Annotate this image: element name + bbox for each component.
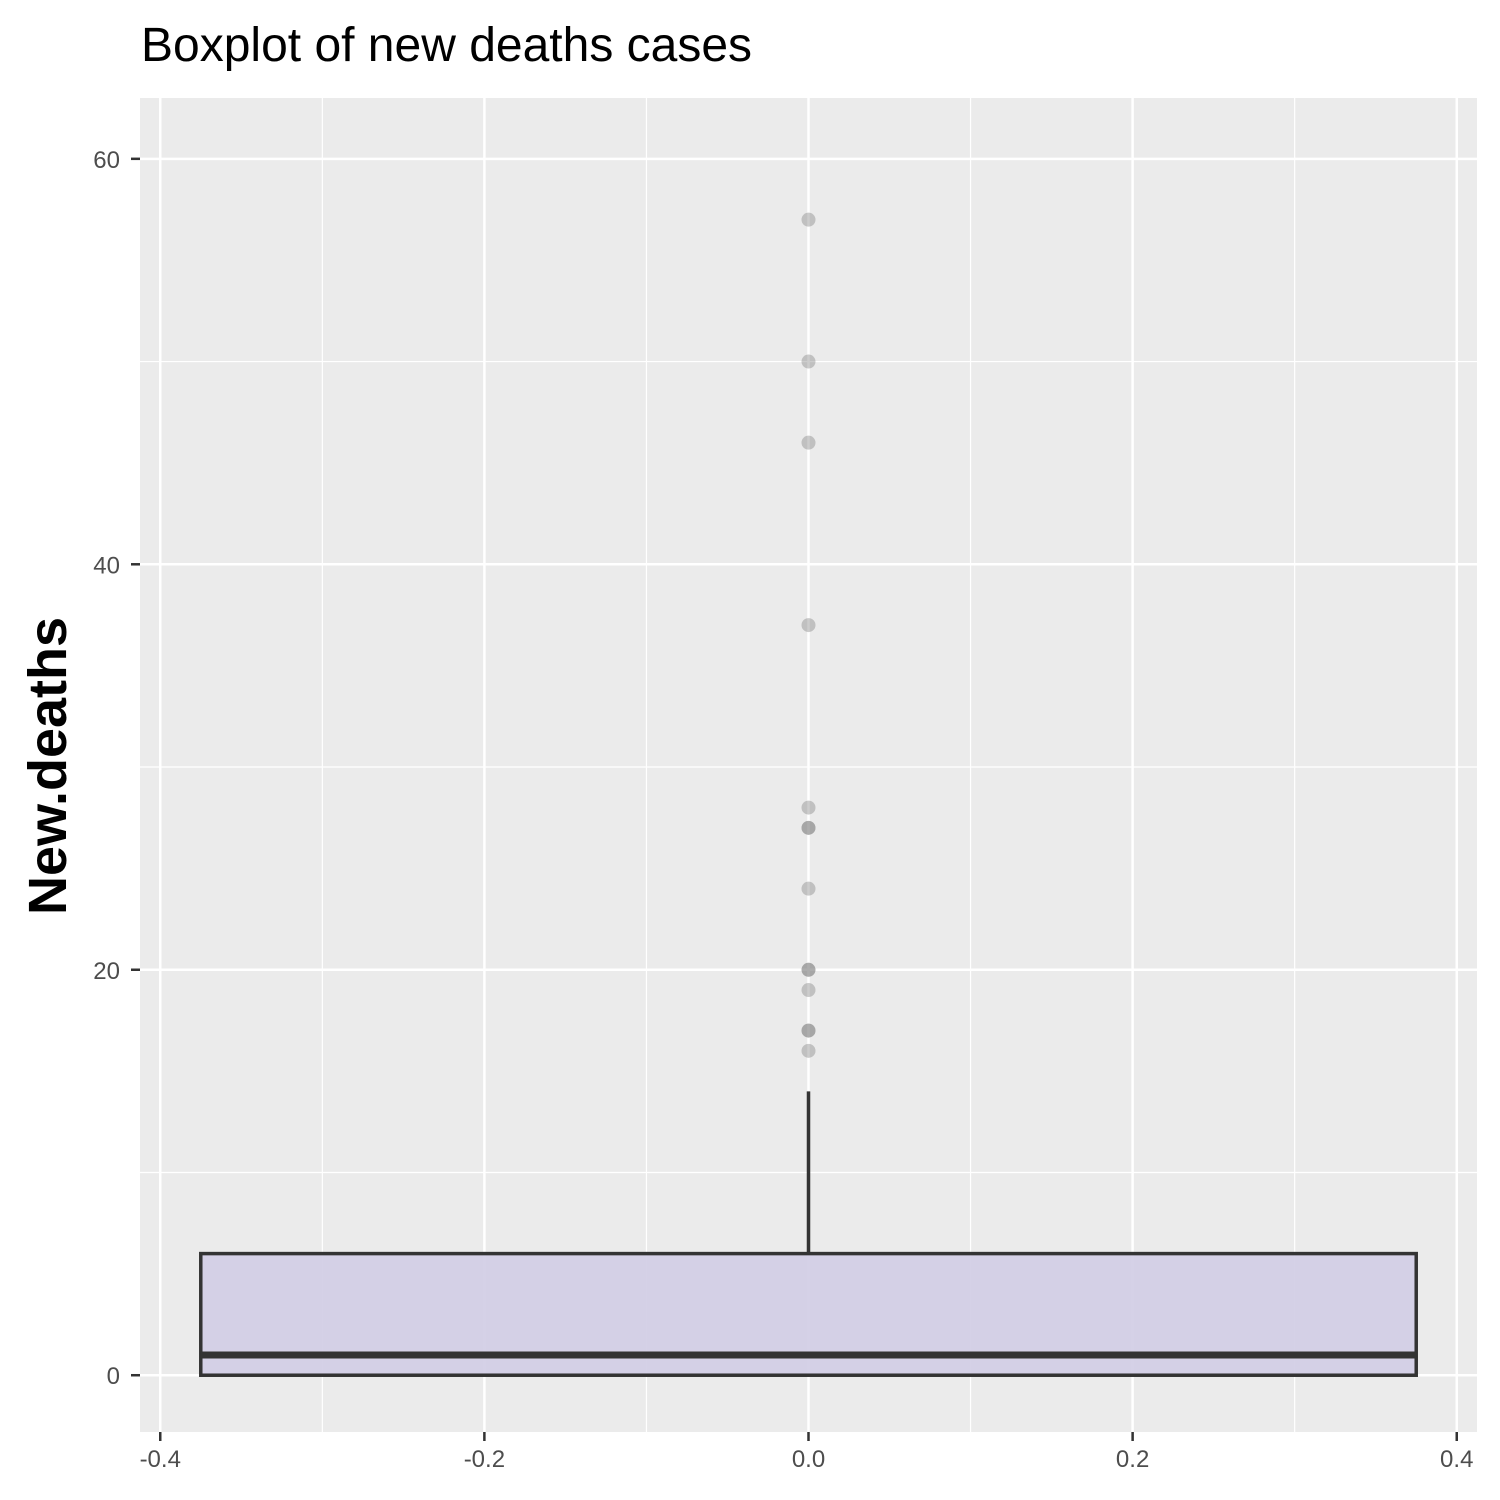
outlier-point (801, 962, 816, 977)
outlier-point (801, 618, 816, 633)
outlier-point (801, 820, 816, 835)
outlier-point (801, 1023, 816, 1038)
x-tick-label: 0.2 (1116, 1446, 1149, 1473)
x-axis: -0.4 -0.2 0.0 0.2 0.4 (140, 1432, 1473, 1473)
y-tick-label: 0 (107, 1363, 120, 1390)
outlier-point (801, 881, 816, 896)
y-tick-label: 20 (93, 958, 120, 985)
boxplot (199, 1091, 1418, 1377)
outlier-points (801, 212, 816, 1058)
x-tick-label: 0.0 (792, 1446, 825, 1473)
outlier-point (801, 820, 816, 835)
y-axis: 0 20 40 60 (93, 147, 140, 1390)
outlier-point (801, 800, 816, 815)
x-tick-label: 0.4 (1440, 1446, 1473, 1473)
outlier-point (801, 983, 816, 998)
outlier-point (801, 1023, 816, 1038)
outlier-point (801, 1043, 816, 1058)
outlier-point (801, 962, 816, 977)
y-tick-label: 60 (93, 147, 120, 174)
outlier-point (801, 435, 816, 450)
x-tick-label: -0.4 (140, 1446, 181, 1473)
outlier-point (801, 212, 816, 227)
chart-title: Boxplot of new deaths cases (141, 19, 753, 72)
outlier-point (801, 354, 816, 369)
x-tick-label: -0.2 (464, 1446, 505, 1473)
y-tick-label: 40 (93, 552, 120, 579)
